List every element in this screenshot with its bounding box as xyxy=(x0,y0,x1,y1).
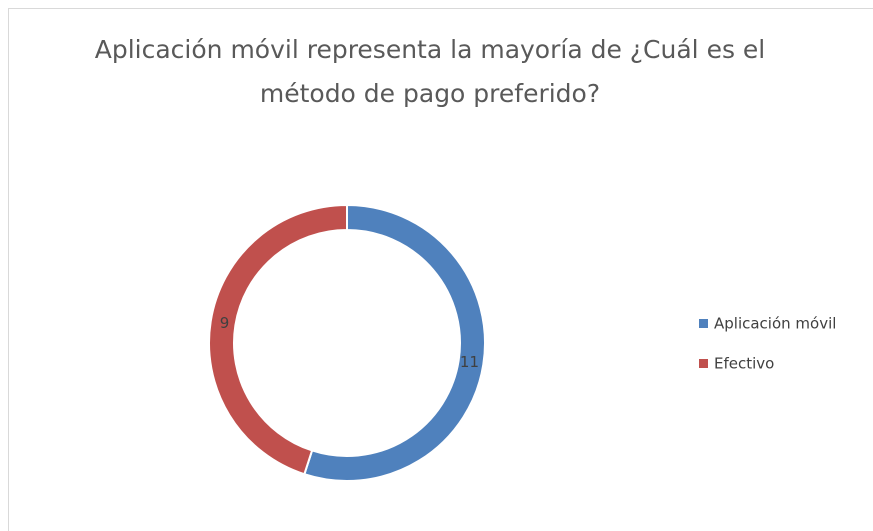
legend-swatch xyxy=(699,359,708,368)
chart-border xyxy=(8,8,873,531)
legend-swatch xyxy=(699,319,708,328)
chart-title: Aplicación móvil representa la mayoría d… xyxy=(94,35,766,108)
data-label: 9 xyxy=(220,314,230,332)
donut-slice xyxy=(303,203,486,482)
donut-slice xyxy=(208,203,348,476)
data-label: 11 xyxy=(460,353,479,371)
legend-label: Efectivo xyxy=(714,355,774,373)
legend-label: Aplicación móvil xyxy=(714,315,836,333)
